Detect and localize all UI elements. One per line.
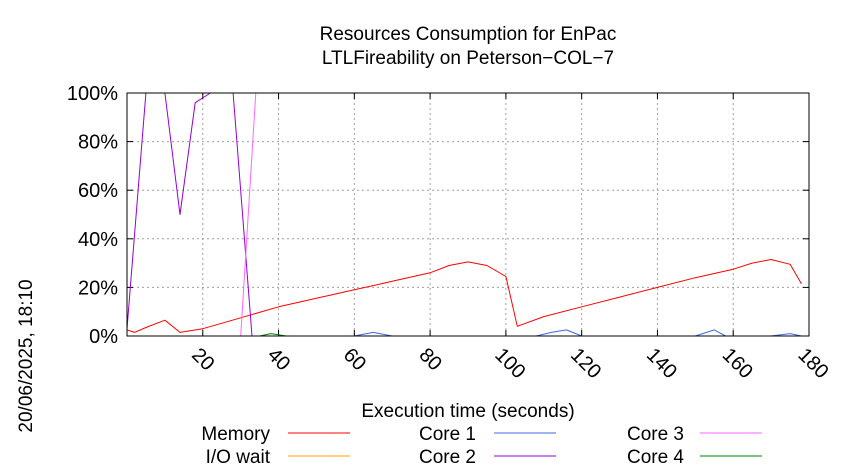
legend-label: I/O wait bbox=[206, 447, 271, 468]
x-tick-label: 160 bbox=[718, 344, 757, 383]
legend-label: Core 3 bbox=[627, 424, 684, 445]
y-tick-label: 20% bbox=[78, 277, 118, 299]
chart-title-line1: Resources Consumption for EnPac bbox=[320, 24, 617, 45]
series-lines bbox=[126, 92, 802, 337]
legend-label: Core 4 bbox=[627, 447, 684, 468]
legend-label: Core 1 bbox=[419, 424, 476, 445]
x-tick-label: 140 bbox=[642, 344, 681, 383]
y-tick-label: 60% bbox=[78, 180, 118, 202]
y-tick-label: 0% bbox=[89, 326, 118, 348]
x-tick-label: 120 bbox=[566, 344, 605, 383]
series-line-core-1 bbox=[127, 329, 802, 337]
x-tick-label: 60 bbox=[339, 344, 370, 375]
legend-label: Core 2 bbox=[419, 447, 476, 468]
series-line-memory bbox=[126, 259, 802, 333]
x-tick-label: 40 bbox=[263, 344, 294, 375]
timestamp-label: 20/06/2025, 18:10 bbox=[16, 279, 37, 432]
x-axis-label: Execution time (seconds) bbox=[361, 401, 574, 422]
plot-frame bbox=[126, 92, 810, 337]
x-tick-label: 100 bbox=[490, 344, 529, 383]
x-tick-label: 80 bbox=[415, 344, 446, 375]
series-line-core-3 bbox=[127, 92, 802, 337]
grid-lines bbox=[127, 93, 809, 336]
series-line-core-2 bbox=[126, 92, 802, 337]
y-tick-label: 40% bbox=[78, 229, 118, 251]
x-axis-ticks: 20 40 60 80 100 120 140 160 180 bbox=[187, 93, 833, 383]
x-tick-label: 180 bbox=[793, 344, 832, 383]
chart-title-line2: LTLFireability on Peterson−COL−7 bbox=[322, 48, 614, 69]
legend-label: Memory bbox=[201, 424, 270, 445]
x-tick-label: 20 bbox=[187, 344, 218, 375]
y-tick-label: 80% bbox=[78, 132, 118, 154]
y-tick-label: 100% bbox=[67, 83, 118, 105]
y-axis-ticks: 0% 20% 40% 60% 80% 100% bbox=[67, 83, 809, 348]
